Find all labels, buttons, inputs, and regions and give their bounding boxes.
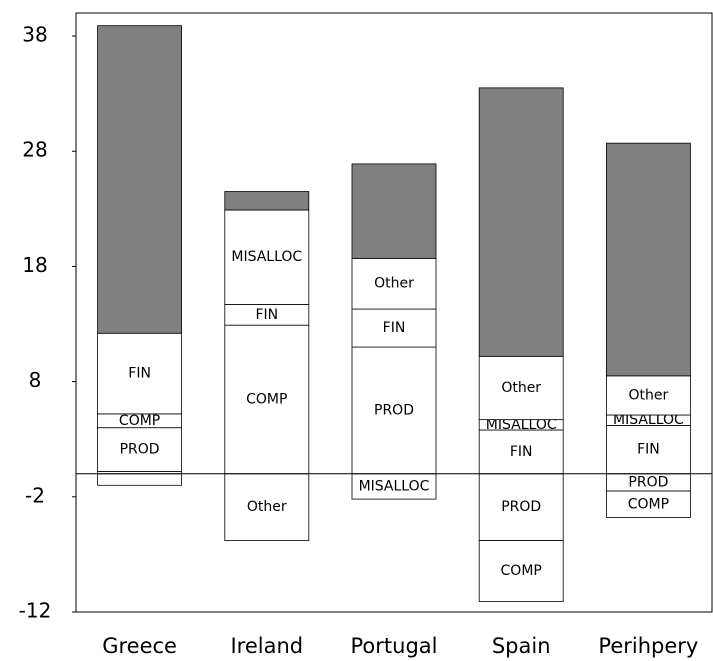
segment-label: PROD	[501, 499, 541, 515]
segment-label: COMP	[119, 413, 160, 429]
segment-label: FIN	[637, 442, 660, 458]
bar-segment	[478, 540, 564, 603]
bar-segment	[478, 355, 564, 421]
bar-segment	[97, 25, 182, 334]
y-tick-label: 18	[22, 253, 47, 277]
bar-segment	[351, 163, 437, 259]
plot-frame	[75, 12, 713, 613]
bar-segment	[351, 473, 437, 500]
bar-segment	[351, 257, 437, 310]
bar-segment	[97, 473, 182, 486]
bar-segment	[97, 332, 182, 415]
bar-segment	[606, 490, 691, 518]
y-tick-label: -2	[25, 483, 45, 507]
segment-label: Other	[629, 387, 669, 403]
x-tick-label: Portugal	[351, 634, 438, 658]
y-tick-label: 8	[29, 368, 42, 392]
segment-label: COMP	[501, 563, 542, 579]
segment-label: MISALLOC	[486, 417, 557, 433]
y-tick-label: 38	[22, 23, 47, 47]
segment-label: PROD	[374, 402, 414, 418]
bar-segment	[351, 308, 437, 348]
segment-label: COMP	[246, 391, 287, 407]
y-tick-label: 28	[22, 138, 47, 162]
segment-label: PROD	[628, 474, 668, 490]
bar-segment	[224, 191, 310, 211]
segment-label: Other	[247, 499, 287, 515]
bar-segment	[478, 473, 564, 541]
bar-segment	[606, 424, 691, 475]
x-tick-label: Perihpery	[598, 634, 698, 658]
bar-segment	[97, 427, 182, 472]
segment-label: Other	[374, 276, 414, 292]
y-tick-label: -12	[19, 599, 52, 623]
segment-label: FIN	[383, 320, 406, 336]
segment-label: FIN	[128, 366, 151, 382]
bar-segment	[606, 142, 691, 377]
segment-label: MISALLOC	[613, 412, 684, 428]
x-tick-label: Spain	[492, 634, 551, 658]
segment-label: FIN	[510, 444, 533, 460]
segment-label: COMP	[628, 496, 669, 512]
segment-label: MISALLOC	[231, 249, 302, 265]
x-tick-label: Ireland	[230, 634, 303, 658]
bar-segment	[478, 429, 564, 475]
segment-label: FIN	[255, 307, 278, 323]
segment-label: PROD	[120, 442, 160, 458]
bar-segment	[478, 87, 564, 357]
segment-label: Other	[501, 380, 541, 396]
segment-label: MISALLOC	[359, 478, 430, 494]
x-tick-label: Greece	[102, 634, 177, 658]
bar-segment	[224, 209, 310, 305]
